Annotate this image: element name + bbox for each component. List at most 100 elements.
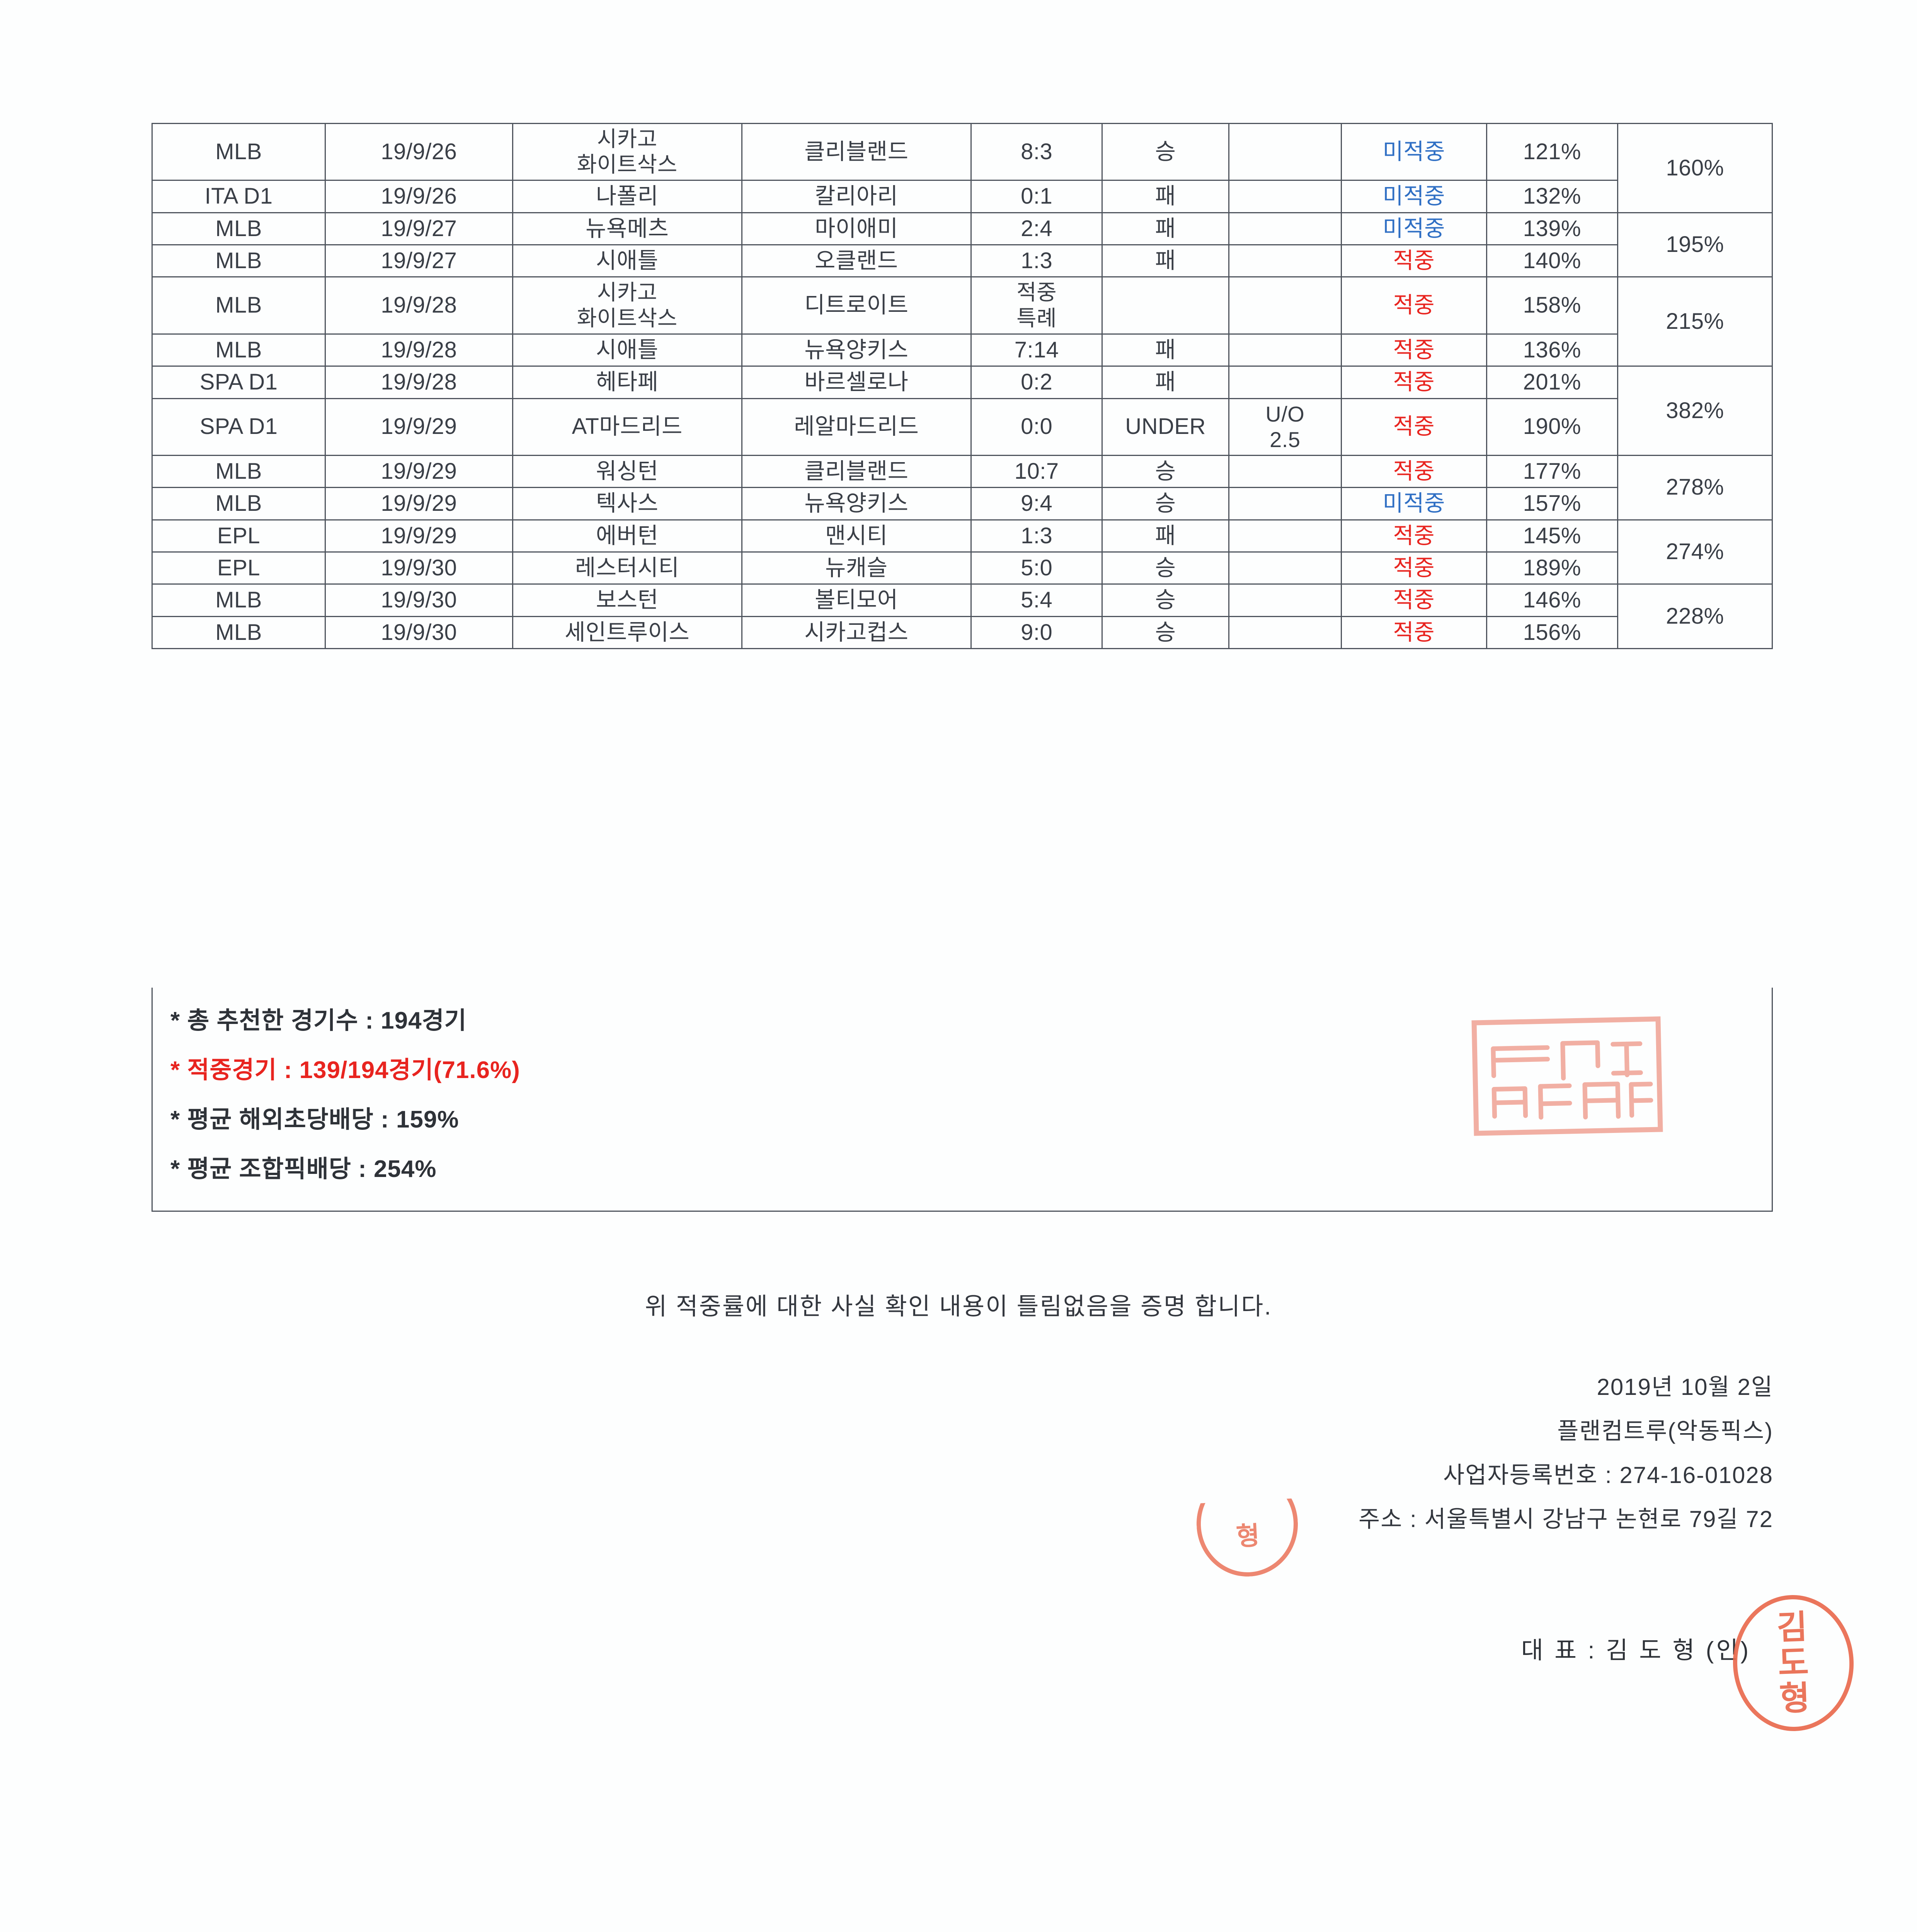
cell-score: 9:0	[970, 616, 1103, 650]
seal-char-2: 도	[1777, 1644, 1810, 1682]
cell-extra	[1228, 616, 1342, 650]
rectangular-office-stamp-icon	[1471, 1016, 1663, 1136]
cell-extra	[1228, 454, 1342, 488]
cell-hit: 미적중	[1340, 212, 1487, 246]
signature-block: 2019년 10월 2일 플랜컴트루(악동픽스) 사업자등록번호 : 274-1…	[1359, 1376, 1773, 1531]
cell-odds: 132%	[1486, 180, 1619, 213]
cell-home: 레스터시티	[512, 551, 742, 585]
cell-date: 19/9/26	[325, 122, 513, 181]
summary-avg-overseas-odds: * 평균 해외초당배당 : 159%	[170, 1106, 459, 1133]
cell-extra	[1228, 244, 1342, 278]
cell-pick: 승	[1102, 487, 1229, 520]
cell-league: EPL	[151, 519, 326, 553]
cell-home: 보스턴	[512, 583, 742, 617]
cell-date: 19/9/28	[325, 366, 513, 399]
summary-box: * 총 추천한 경기수 : 194경기 * 적중경기 : 139/194경기(7…	[152, 988, 1773, 1212]
cell-odds: 139%	[1486, 212, 1619, 246]
table-row: MLB 19/9/26 시카고 화이트삭스 클리블랜드 8:3 승 미적중 121% 160%	[151, 122, 1773, 213]
cell-date: 19/9/30	[325, 583, 513, 617]
cell-pick: 패	[1102, 366, 1229, 399]
table-row: SPA D1 19/9/29 AT마드리드 레알마드리드 0:0 UNDER U/O 2.5 적…	[151, 398, 1772, 456]
cell-hit: 미적중	[1340, 487, 1487, 520]
cell-date: 19/9/29	[325, 398, 513, 456]
cell-odds: 140%	[1486, 244, 1619, 278]
cell-date: 19/9/27	[325, 212, 513, 246]
cell-league: MLB	[151, 583, 326, 617]
signature-date: 2019년 10월 2일	[1597, 1374, 1773, 1400]
cell-odds: 190%	[1486, 398, 1619, 456]
cell-league: MLB	[151, 487, 326, 520]
cell-league: MLB	[151, 122, 326, 181]
cell-extra	[1228, 583, 1342, 617]
cell-extra	[1228, 212, 1342, 246]
cell-date: 19/9/28	[325, 333, 513, 367]
table-row: MLB 19/9/29 워싱턴 클리블랜드 10:7 승 적중 177% 278%	[151, 454, 1773, 520]
certification-sentence: 위 적중률에 대한 사실 확인 내용이 틀림없음을 증명 합니다.	[645, 1293, 1272, 1320]
cell-pick: 패	[1102, 519, 1229, 553]
cell-home: 시카고 화이트삭스	[512, 276, 742, 335]
cell-hit: 적중	[1340, 244, 1487, 278]
cell-league: MLB	[151, 454, 326, 488]
cell-odds: 121%	[1486, 122, 1619, 181]
cell-pick: UNDER	[1102, 398, 1229, 456]
seal-char-1: 김	[1776, 1608, 1808, 1647]
cell-pick: 승	[1102, 583, 1229, 617]
cell-pick: 패	[1102, 333, 1229, 367]
cell-away: 뉴욕양키스	[741, 333, 972, 367]
cell-away: 볼티모어	[741, 583, 972, 617]
cell-extra	[1228, 276, 1342, 335]
cell-extra	[1228, 487, 1342, 520]
cell-extra	[1228, 122, 1342, 181]
cell-pick: 패	[1102, 180, 1229, 213]
table-row: MLB 19/9/27 뉴욕메츠 마이애미 2:4 패 미적중 139% 195%	[151, 212, 1773, 278]
cell-date: 19/9/29	[325, 454, 513, 488]
table-row: EPL 19/9/30 레스터시티 뉴캐슬 5:0 승 적중 189%	[151, 551, 1772, 585]
table-row: MLB 19/9/30 세인트루이스 시카고컵스 9:0 승 적중 156%	[151, 616, 1772, 650]
cell-hit: 적중	[1340, 583, 1487, 617]
cell-away: 레알마드리드	[741, 398, 972, 456]
cell-score: 5:4	[970, 583, 1103, 617]
cell-group-odds: 278%	[1617, 454, 1773, 520]
cell-extra: U/O 2.5	[1228, 398, 1342, 456]
cell-odds: 136%	[1486, 333, 1619, 367]
cell-score: 8:3	[970, 122, 1103, 181]
cell-league: MLB	[151, 244, 326, 278]
cell-home: 시카고 화이트삭스	[512, 122, 742, 181]
cell-score: 1:3	[970, 519, 1103, 553]
cell-away: 바르셀로나	[741, 366, 972, 399]
cell-league: ITA D1	[151, 180, 326, 213]
cell-pick: 승	[1102, 616, 1229, 650]
cell-date: 19/9/30	[325, 616, 513, 650]
cell-away: 칼리아리	[741, 180, 972, 213]
partial-seal-char: 형	[1235, 1521, 1260, 1551]
cell-extra	[1228, 180, 1342, 213]
cell-league: EPL	[151, 551, 326, 585]
cell-away: 맨시티	[741, 519, 972, 553]
cell-date: 19/9/26	[325, 180, 513, 213]
cell-hit: 적중	[1340, 519, 1487, 553]
cell-date: 19/9/30	[325, 551, 513, 585]
cell-score: 1:3	[970, 244, 1103, 278]
cell-home: 시애틀	[512, 244, 742, 278]
cell-league: MLB	[151, 276, 326, 335]
cell-hit: 적중	[1340, 616, 1487, 650]
cell-date: 19/9/27	[325, 244, 513, 278]
cell-score: 0:2	[970, 366, 1103, 399]
cell-odds: 177%	[1486, 454, 1619, 488]
betting-results-table-wrapper: MLB 19/9/26 시카고 화이트삭스 클리블랜드 8:3 승 미적중 121% 160% IT…	[151, 122, 1773, 650]
cell-group-odds: 195%	[1617, 212, 1773, 278]
cell-date: 19/9/29	[325, 487, 513, 520]
cell-pick: 승	[1102, 454, 1229, 488]
cell-home: 나폴리	[512, 180, 742, 213]
cell-home: 뉴욕메츠	[512, 212, 742, 246]
cell-odds: 156%	[1486, 616, 1619, 650]
cell-league: MLB	[151, 333, 326, 367]
cell-away: 뉴캐슬	[741, 551, 972, 585]
cell-extra	[1228, 333, 1342, 367]
cell-score: 9:4	[970, 487, 1103, 520]
table-row: MLB 19/9/27 시애틀 오클랜드 1:3 패 적중 140%	[151, 244, 1772, 278]
cell-odds: 189%	[1486, 551, 1619, 585]
cell-odds: 158%	[1486, 276, 1619, 335]
summary-avg-combo-odds: * 평균 조합픽배당 : 254%	[170, 1156, 437, 1182]
cell-score: 적중 특례	[970, 276, 1103, 335]
